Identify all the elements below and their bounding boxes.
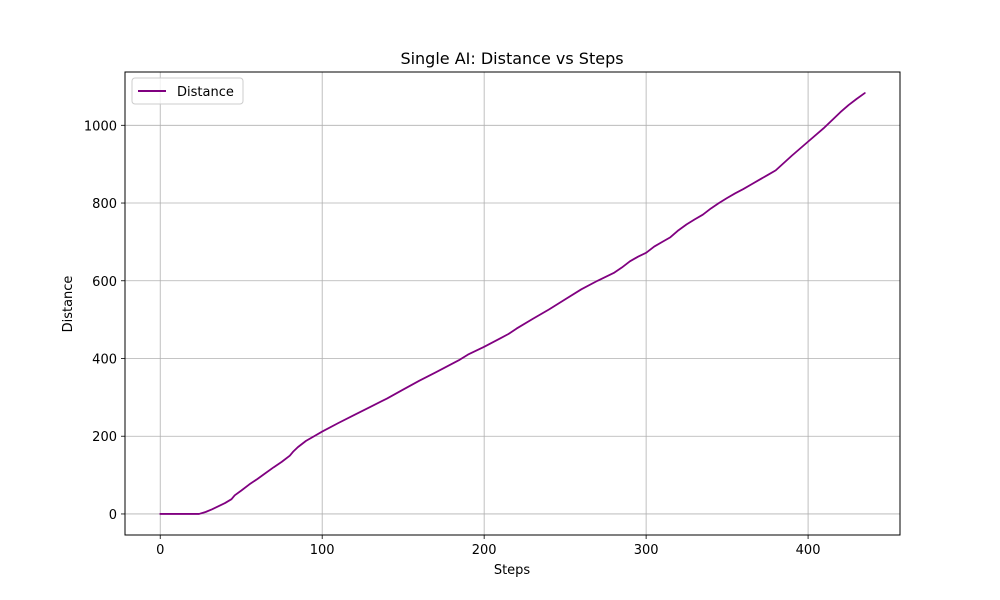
legend: Distance (131, 77, 244, 105)
x-tick-label: 0 (156, 543, 164, 558)
x-tick-label: 300 (634, 543, 659, 558)
y-tick-label: 600 (92, 275, 117, 290)
y-tick-label: 1000 (84, 119, 117, 134)
y-tick-label: 400 (92, 352, 117, 367)
series-line-distance (159, 92, 866, 515)
plot-frame (124, 71, 901, 536)
legend-label: Distance (177, 85, 234, 100)
y-axis-label: Distance (61, 276, 76, 333)
chart-title: Single AI: Distance vs Steps (400, 49, 623, 68)
x-tick-label: 400 (796, 543, 821, 558)
y-tick-label: 800 (92, 197, 117, 212)
legend-box (131, 77, 244, 105)
x-axis-ticks: 0 100 200 300 400 (156, 535, 820, 558)
y-axis-ticks: 0 200 400 600 800 1000 (84, 119, 125, 523)
series-layer (159, 92, 866, 515)
x-tick-label: 100 (310, 543, 335, 558)
x-tick-label: 200 (472, 543, 497, 558)
y-tick-label: 200 (92, 430, 117, 445)
x-axis-label: Steps (494, 563, 531, 578)
grid-lines (125, 72, 900, 535)
y-tick-label: 0 (109, 508, 117, 523)
